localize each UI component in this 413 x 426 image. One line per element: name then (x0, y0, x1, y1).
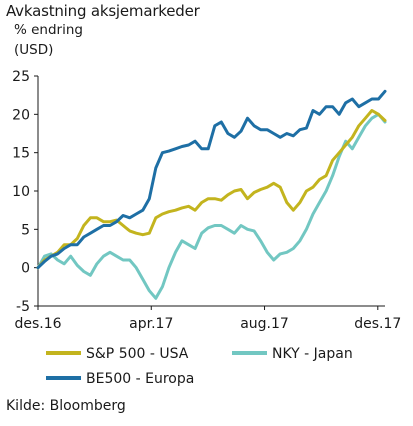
x-tick-label: aug.17 (240, 316, 289, 332)
y-unit-label: % endring (14, 22, 83, 38)
y-currency-label: (USD) (14, 42, 54, 58)
y-tick-label: 20 (12, 107, 30, 123)
legend-label: NKY - Japan (272, 346, 353, 362)
series-line-0 (36, 109, 387, 270)
series-line-1 (36, 112, 387, 300)
series-line-2 (36, 89, 387, 270)
y-tick-label: 25 (12, 69, 30, 85)
y-tick-label: 15 (12, 146, 30, 162)
legend-label: BE500 - Europa (86, 371, 194, 387)
chart-axes: -5 0 5 10 15 20 25 des.16 apr.17 aug.17 des.17 (12, 69, 401, 332)
y-tick-label: 5 (21, 222, 30, 238)
legend: S&P 500 - USA NKY - Japan BE500 - Europa (46, 346, 353, 387)
x-tick-label: des.17 (354, 316, 401, 332)
plot-area (36, 89, 387, 300)
y-tick-label: -5 (16, 299, 30, 315)
source-note: Kilde: Bloomberg (6, 398, 126, 414)
chart-title: Avkastning aksjemarkeder (6, 2, 200, 20)
legend-label: S&P 500 - USA (86, 346, 189, 362)
y-tick-label: 0 (21, 261, 30, 277)
x-tick-label: des.16 (14, 316, 61, 332)
x-tick-label: apr.17 (129, 316, 173, 332)
y-tick-label: 10 (12, 184, 30, 200)
